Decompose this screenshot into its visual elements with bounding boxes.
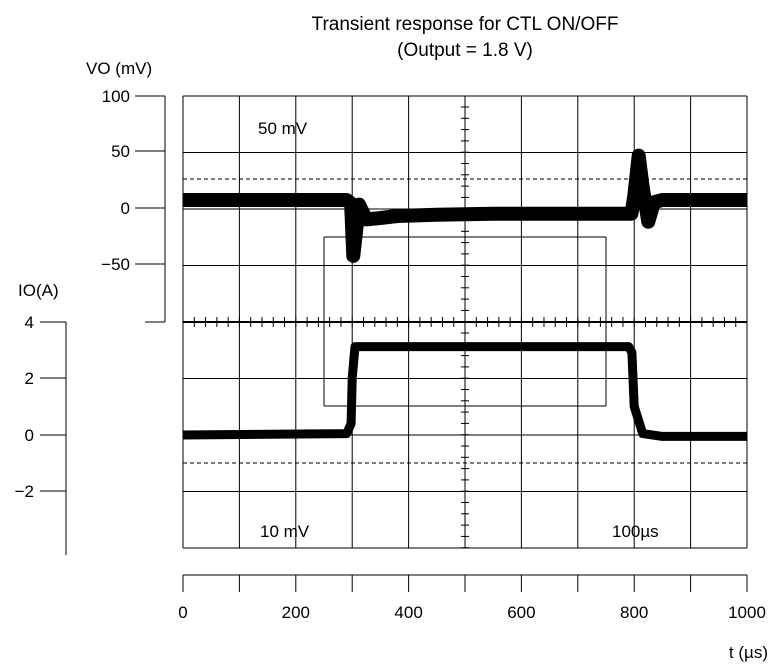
axes: [40, 95, 748, 592]
x-tick-label: 1000: [728, 603, 766, 622]
chart-subtitle: (Output = 1.8 V): [397, 40, 533, 61]
x-tick-label: 800: [620, 603, 648, 622]
y-top-tick-label: −50: [101, 255, 130, 274]
time-scale-label: 100µs: [612, 522, 659, 541]
tick-labels: 100 50 0 −50 4 2 0 −2 0 200 400 600 800 1000: [15, 87, 766, 622]
y-bottom-tick-label: −2: [15, 482, 34, 501]
ch1-scale-label: 50 mV: [258, 119, 308, 138]
y-top-tick-label: 50: [111, 142, 130, 161]
y-bottom-tick-label: 0: [25, 426, 34, 445]
y-axis-label-bottom: IO(A): [18, 281, 59, 300]
x-tick-label: 200: [282, 603, 310, 622]
y-top-tick-label: 0: [121, 199, 130, 218]
ch2-scale-label: 10 mV: [260, 522, 310, 541]
x-tick-label: 600: [507, 603, 535, 622]
output-current-trace-edge: [182, 345, 747, 438]
y-bottom-tick-label: 2: [25, 369, 34, 388]
x-tick-label: 0: [178, 603, 187, 622]
y-top-tick-label: 100: [102, 87, 130, 106]
chart-title: Transient response for CTL ON/OFF: [312, 14, 619, 35]
y-axis-label-top: VO (mV): [86, 59, 152, 78]
series-traces: [182, 148, 747, 441]
scope-grid: [182, 95, 748, 549]
x-axis-label: t (µs): [729, 643, 768, 662]
output-voltage-trace-edge: [183, 155, 747, 257]
x-tick-label: 400: [394, 603, 422, 622]
y-bottom-tick-label: 4: [25, 313, 34, 332]
